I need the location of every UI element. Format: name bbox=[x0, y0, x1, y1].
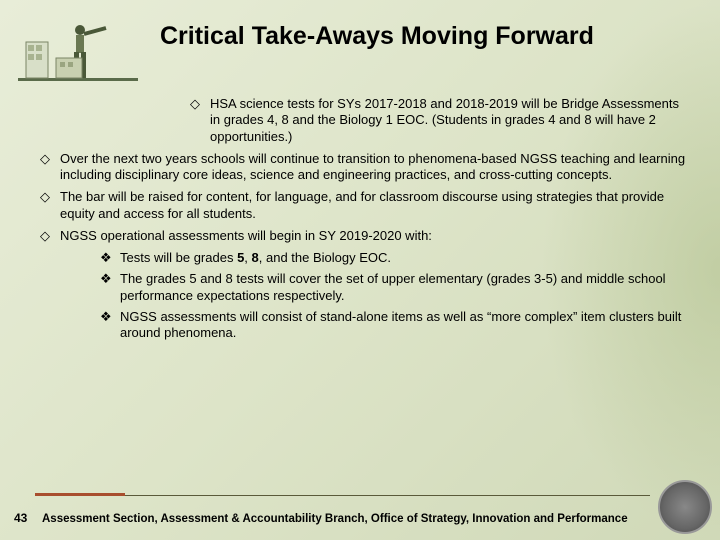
diamond-bullet-icon: ◇ bbox=[190, 96, 210, 145]
sub-bullet-item: ❖ NGSS assessments will consist of stand… bbox=[100, 309, 690, 342]
footer-divider bbox=[35, 495, 650, 498]
content-area: ◇ HSA science tests for SYs 2017-2018 an… bbox=[40, 96, 690, 346]
slide-title: Critical Take-Aways Moving Forward bbox=[160, 22, 594, 51]
bullet-text: HSA science tests for SYs 2017-2018 and … bbox=[210, 96, 690, 145]
clover-bullet-icon: ❖ bbox=[100, 271, 120, 304]
seal-logo bbox=[658, 480, 712, 534]
clover-bullet-icon: ❖ bbox=[100, 309, 120, 342]
diamond-bullet-icon: ◇ bbox=[40, 189, 60, 222]
bullet-item: ◇ NGSS operational assessments will begi… bbox=[40, 228, 690, 244]
diamond-bullet-icon: ◇ bbox=[40, 151, 60, 184]
bullet-text: The bar will be raised for content, for … bbox=[60, 189, 690, 222]
bullet-item: ◇ The bar will be raised for content, fo… bbox=[40, 189, 690, 222]
footer-text: Assessment Section, Assessment & Account… bbox=[42, 513, 628, 525]
sub-bullet-text: The grades 5 and 8 tests will cover the … bbox=[120, 271, 690, 304]
sub-bullet-item: ❖ Tests will be grades 5, 8, and the Bio… bbox=[100, 250, 690, 266]
bullet-text: Over the next two years schools will con… bbox=[60, 151, 690, 184]
diamond-bullet-icon: ◇ bbox=[40, 228, 60, 244]
sub-bullet-text: Tests will be grades 5, 8, and the Biolo… bbox=[120, 250, 690, 266]
bullet-item: ◇ Over the next two years schools will c… bbox=[40, 151, 690, 184]
bullet-item: ◇ HSA science tests for SYs 2017-2018 an… bbox=[190, 96, 690, 145]
page-number: 43 bbox=[14, 511, 27, 525]
sub-bullet-item: ❖ The grades 5 and 8 tests will cover th… bbox=[100, 271, 690, 304]
clover-bullet-icon: ❖ bbox=[100, 250, 120, 266]
sub-bullet-text: NGSS assessments will consist of stand-a… bbox=[120, 309, 690, 342]
header-illustration bbox=[18, 20, 138, 100]
bullet-text: NGSS operational assessments will begin … bbox=[60, 228, 690, 244]
